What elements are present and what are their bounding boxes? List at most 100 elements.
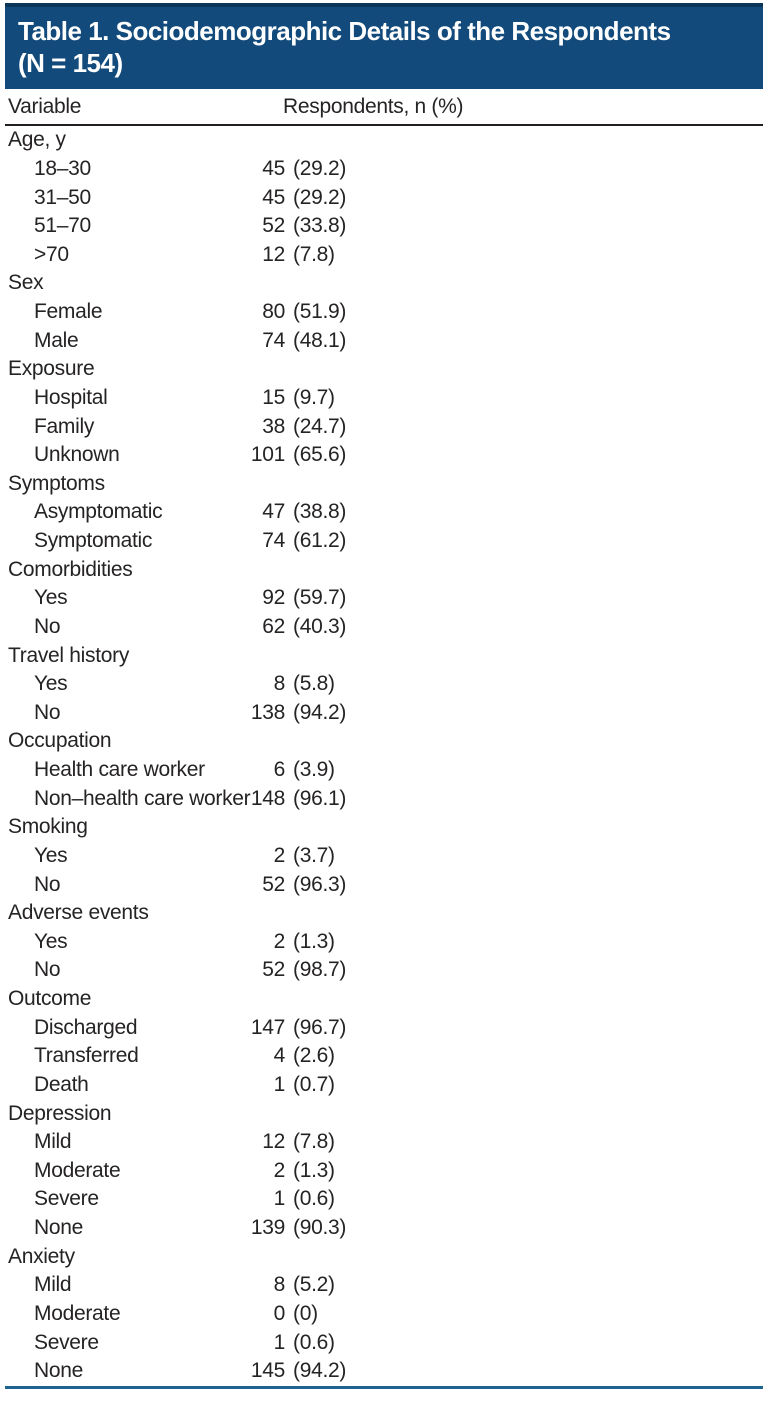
table-row: Severe 1 (0.6)	[5, 1185, 763, 1214]
row-percent: (33.8)	[293, 214, 347, 238]
row-percent: (48.1)	[293, 328, 347, 352]
row-label: Severe	[34, 1330, 99, 1354]
row-percent: (96.1)	[293, 786, 347, 810]
row-percent: (1.3)	[293, 1158, 335, 1182]
table-row: 51–70 52 (33.8)	[5, 212, 763, 241]
row-percent: (24.7)	[293, 414, 347, 438]
row-count: 0	[273, 1301, 286, 1325]
table-row: Non–health care worker 148 (96.1)	[5, 784, 763, 813]
row-label: Discharged	[34, 1015, 138, 1039]
row-percent: (90.3)	[293, 1216, 347, 1240]
row-count: 2	[273, 1158, 286, 1182]
column-header-row: Variable Respondents, n (%)	[5, 89, 763, 126]
row-label: Unknown	[34, 443, 120, 467]
row-count: 45	[262, 185, 285, 209]
row-count: 2	[273, 843, 286, 867]
row-percent: (40.3)	[293, 614, 347, 638]
row-label: Age, y	[8, 128, 66, 152]
row-count: 4	[273, 1044, 286, 1068]
table-row: >70 12 (7.8)	[5, 241, 763, 270]
row-count: 6	[273, 758, 286, 782]
row-percent: (0.7)	[293, 1072, 335, 1096]
row-percent: (59.7)	[293, 586, 347, 610]
row-label: Hospital	[34, 385, 108, 409]
row-label: Adverse events	[8, 901, 149, 925]
row-percent: (0.6)	[293, 1330, 335, 1354]
row-label: Occupation	[8, 729, 112, 753]
table-row: Comorbidities	[5, 555, 763, 584]
row-label: Anxiety	[8, 1244, 75, 1268]
table-row: Anxiety	[5, 1242, 763, 1271]
table-row: Male 74 (48.1)	[5, 326, 763, 355]
row-label: Death	[34, 1072, 89, 1096]
row-label: Asymptomatic	[34, 500, 163, 524]
table-row: None 145 (94.2)	[5, 1357, 763, 1386]
row-label: Exposure	[8, 357, 95, 381]
row-count: 92	[262, 586, 285, 610]
row-label: >70	[34, 242, 69, 266]
row-label: Severe	[34, 1187, 99, 1211]
row-label: No	[34, 872, 61, 896]
row-percent: (96.7)	[293, 1015, 347, 1039]
table-row: Smoking	[5, 813, 763, 842]
row-count: 1	[273, 1072, 286, 1096]
row-count: 1	[273, 1187, 286, 1211]
row-percent: (29.2)	[293, 156, 347, 180]
row-count: 8	[273, 1273, 286, 1297]
table-row: Family 38 (24.7)	[5, 412, 763, 441]
row-label: No	[34, 700, 61, 724]
row-label: Mild	[34, 1130, 72, 1154]
row-label: Symptoms	[8, 471, 105, 495]
row-count: 74	[262, 529, 285, 553]
table-title-line1: Table 1. Sociodemographic Details of the…	[18, 16, 671, 46]
row-percent: (0.6)	[293, 1187, 335, 1211]
row-count: 62	[262, 614, 285, 638]
row-label: Sex	[8, 271, 44, 295]
table-row: Mild 12 (7.8)	[5, 1128, 763, 1157]
row-label: Moderate	[34, 1301, 121, 1325]
row-count: 52	[262, 872, 285, 896]
row-count: 138	[250, 700, 285, 724]
table-row: Travel history	[5, 641, 763, 670]
table-row: Mild 8 (5.2)	[5, 1271, 763, 1300]
row-percent: (7.8)	[293, 1130, 335, 1154]
table-row: 18–30 45 (29.2)	[5, 155, 763, 184]
row-count: 148	[250, 786, 285, 810]
row-label: Yes	[34, 672, 68, 696]
row-percent: (51.9)	[293, 300, 347, 324]
table-row: Outcome	[5, 985, 763, 1014]
row-label: Family	[34, 414, 95, 438]
row-label: Male	[34, 328, 79, 352]
row-label: 18–30	[34, 156, 91, 180]
row-count: 139	[250, 1216, 285, 1240]
row-label: 31–50	[34, 185, 91, 209]
table-row: Death 1 (0.7)	[5, 1071, 763, 1100]
row-count: 52	[262, 214, 285, 238]
row-percent: (7.8)	[293, 242, 335, 266]
row-percent: (96.3)	[293, 872, 347, 896]
table-title-line2: (N = 154)	[18, 48, 123, 78]
row-percent: (0)	[293, 1301, 318, 1325]
row-label: Female	[34, 300, 103, 324]
row-count: 47	[262, 500, 285, 524]
row-percent: (65.6)	[293, 443, 347, 467]
table-title-bar: Table 1. Sociodemographic Details of the…	[5, 3, 763, 89]
table-body: Age, y 18–30 45 (29.2) 31–50 45 (29.2) 5…	[5, 126, 763, 1389]
row-count: 80	[262, 300, 285, 324]
table-row: 31–50 45 (29.2)	[5, 183, 763, 212]
row-label: 51–70	[34, 214, 91, 238]
row-label: Health care worker	[34, 758, 205, 782]
row-percent: (94.2)	[293, 1359, 347, 1383]
row-label: None	[34, 1359, 84, 1383]
row-percent: (9.7)	[293, 385, 335, 409]
table-row: Depression	[5, 1099, 763, 1128]
row-label: No	[34, 958, 61, 982]
row-label: Yes	[34, 843, 68, 867]
row-count: 1	[273, 1330, 286, 1354]
row-label: Smoking	[8, 815, 88, 839]
table-row: Asymptomatic 47 (38.8)	[5, 498, 763, 527]
row-label: Comorbidities	[8, 557, 133, 581]
row-label: Non–health care worker	[34, 786, 251, 810]
row-count: 145	[250, 1359, 285, 1383]
row-percent: (2.6)	[293, 1044, 335, 1068]
